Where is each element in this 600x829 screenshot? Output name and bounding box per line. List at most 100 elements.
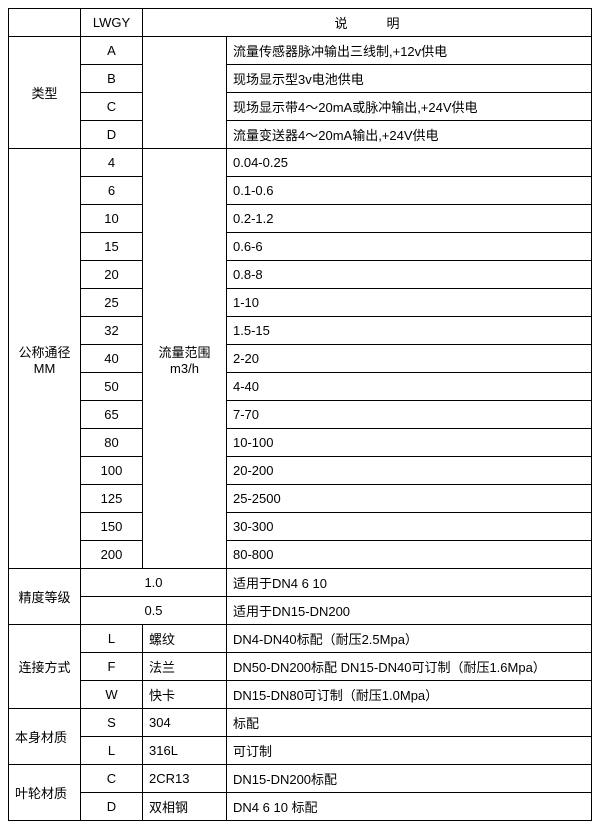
dn-range: 0.2-1.2 (227, 205, 592, 233)
dn-row: 25 1-10 (9, 289, 592, 317)
dn-row: 6 0.1-0.6 (9, 177, 592, 205)
dn-range: 25-2500 (227, 485, 592, 513)
accuracy-desc: 适用于DN4 6 10 (227, 569, 592, 597)
dn-val: 20 (81, 261, 143, 289)
bodymat-desc: 标配 (227, 709, 592, 737)
dn-label-l2: MM (34, 361, 56, 376)
table-header-row: LWGY 说 明 (9, 9, 592, 37)
type-row: B 现场显示型3v电池供电 (9, 65, 592, 93)
dn-row: 15 0.6-6 (9, 233, 592, 261)
dn-val: 65 (81, 401, 143, 429)
conn-row: F 法兰 DN50-DN200标配 DN15-DN40可订制（耐压1.6Mpa） (9, 653, 592, 681)
dn-row: 80 10-100 (9, 429, 592, 457)
header-lwgy: LWGY (81, 9, 143, 37)
dn-row: 50 4-40 (9, 373, 592, 401)
type-blank (143, 37, 227, 149)
conn-label: 连接方式 (9, 625, 81, 709)
dn-val: 15 (81, 233, 143, 261)
dn-range: 1.5-15 (227, 317, 592, 345)
bodymat-name: 316L (143, 737, 227, 765)
bodymat-code: S (81, 709, 143, 737)
conn-code: W (81, 681, 143, 709)
accuracy-val: 0.5 (81, 597, 227, 625)
impmat-desc: DN4 6 10 标配 (227, 793, 592, 821)
dn-row: 40 2-20 (9, 345, 592, 373)
dn-label: 公称通径 MM (9, 149, 81, 569)
conn-code: F (81, 653, 143, 681)
bodymat-row: L 316L 可订制 (9, 737, 592, 765)
dn-range: 0.1-0.6 (227, 177, 592, 205)
header-desc: 说 明 (143, 9, 592, 37)
accuracy-label: 精度等级 (9, 569, 81, 625)
dn-range: 0.8-8 (227, 261, 592, 289)
dn-row: 10 0.2-1.2 (9, 205, 592, 233)
dn-range: 0.6-6 (227, 233, 592, 261)
bodymat-label: 本身材质 (9, 709, 81, 765)
impmat-row: D 双相钢 DN4 6 10 标配 (9, 793, 592, 821)
conn-name: 快卡 (143, 681, 227, 709)
dn-row: 100 20-200 (9, 457, 592, 485)
dn-row: 15030-300 (9, 513, 592, 541)
header-blank (9, 9, 81, 37)
dn-val: 100 (81, 457, 143, 485)
impmat-name: 双相钢 (143, 793, 227, 821)
dn-val: 40 (81, 345, 143, 373)
dn-range: 2-20 (227, 345, 592, 373)
impmat-code: C (81, 765, 143, 793)
dn-row: 32 1.5-15 (9, 317, 592, 345)
dn-row: 20 0.8-8 (9, 261, 592, 289)
conn-desc: DN50-DN200标配 DN15-DN40可订制（耐压1.6Mpa） (227, 653, 592, 681)
spec-table: LWGY 说 明 类型 A 流量传感器脉冲输出三线制,+12v供电 B 现场显示… (8, 8, 592, 821)
conn-desc: DN4-DN40标配（耐压2.5Mpa） (227, 625, 592, 653)
conn-desc: DN15-DN80可订制（耐压1.0Mpa） (227, 681, 592, 709)
type-row: C 现场显示带4～20mA或脉冲输出,+24V供电 (9, 93, 592, 121)
type-row: D 流量变送器4～20mA输出,+24V供电 (9, 121, 592, 149)
dn-val: 32 (81, 317, 143, 345)
type-code: A (81, 37, 143, 65)
bodymat-row: 本身材质 S 304 标配 (9, 709, 592, 737)
bodymat-code: L (81, 737, 143, 765)
accuracy-val: 1.0 (81, 569, 227, 597)
type-desc: 现场显示型3v电池供电 (227, 65, 592, 93)
conn-name: 法兰 (143, 653, 227, 681)
impmat-label: 叶轮材质 (9, 765, 81, 821)
dn-range: 7-70 (227, 401, 592, 429)
dn-val: 125 (81, 485, 143, 513)
dn-range-label: 流量范围 m3/h (143, 149, 227, 569)
bodymat-name: 304 (143, 709, 227, 737)
type-desc: 流量传感器脉冲输出三线制,+12v供电 (227, 37, 592, 65)
accuracy-desc: 适用于DN15-DN200 (227, 597, 592, 625)
dn-val: 200 (81, 541, 143, 569)
conn-code: L (81, 625, 143, 653)
impmat-name: 2CR13 (143, 765, 227, 793)
bodymat-desc: 可订制 (227, 737, 592, 765)
dn-range: 1-10 (227, 289, 592, 317)
dn-range-l2: m3/h (170, 361, 199, 376)
dn-range: 0.04-0.25 (227, 149, 592, 177)
accuracy-row: 0.5 适用于DN15-DN200 (9, 597, 592, 625)
dn-val: 10 (81, 205, 143, 233)
dn-row: 200 80-800 (9, 541, 592, 569)
dn-val: 25 (81, 289, 143, 317)
type-row: 类型 A 流量传感器脉冲输出三线制,+12v供电 (9, 37, 592, 65)
conn-row: W 快卡 DN15-DN80可订制（耐压1.0Mpa） (9, 681, 592, 709)
dn-range: 20-200 (227, 457, 592, 485)
dn-row: 公称通径 MM 4 流量范围 m3/h 0.04-0.25 (9, 149, 592, 177)
dn-val: 50 (81, 373, 143, 401)
type-desc: 流量变送器4～20mA输出,+24V供电 (227, 121, 592, 149)
type-label: 类型 (9, 37, 81, 149)
type-code: D (81, 121, 143, 149)
dn-val: 80 (81, 429, 143, 457)
dn-row: 125 25-2500 (9, 485, 592, 513)
impmat-row: 叶轮材质 C 2CR13 DN15-DN200标配 (9, 765, 592, 793)
type-code: B (81, 65, 143, 93)
dn-range: 80-800 (227, 541, 592, 569)
dn-range: 4-40 (227, 373, 592, 401)
accuracy-row: 精度等级 1.0 适用于DN4 6 10 (9, 569, 592, 597)
dn-range: 30-300 (227, 513, 592, 541)
type-desc: 现场显示带4～20mA或脉冲输出,+24V供电 (227, 93, 592, 121)
dn-range: 10-100 (227, 429, 592, 457)
impmat-desc: DN15-DN200标配 (227, 765, 592, 793)
dn-val: 4 (81, 149, 143, 177)
dn-val: 6 (81, 177, 143, 205)
